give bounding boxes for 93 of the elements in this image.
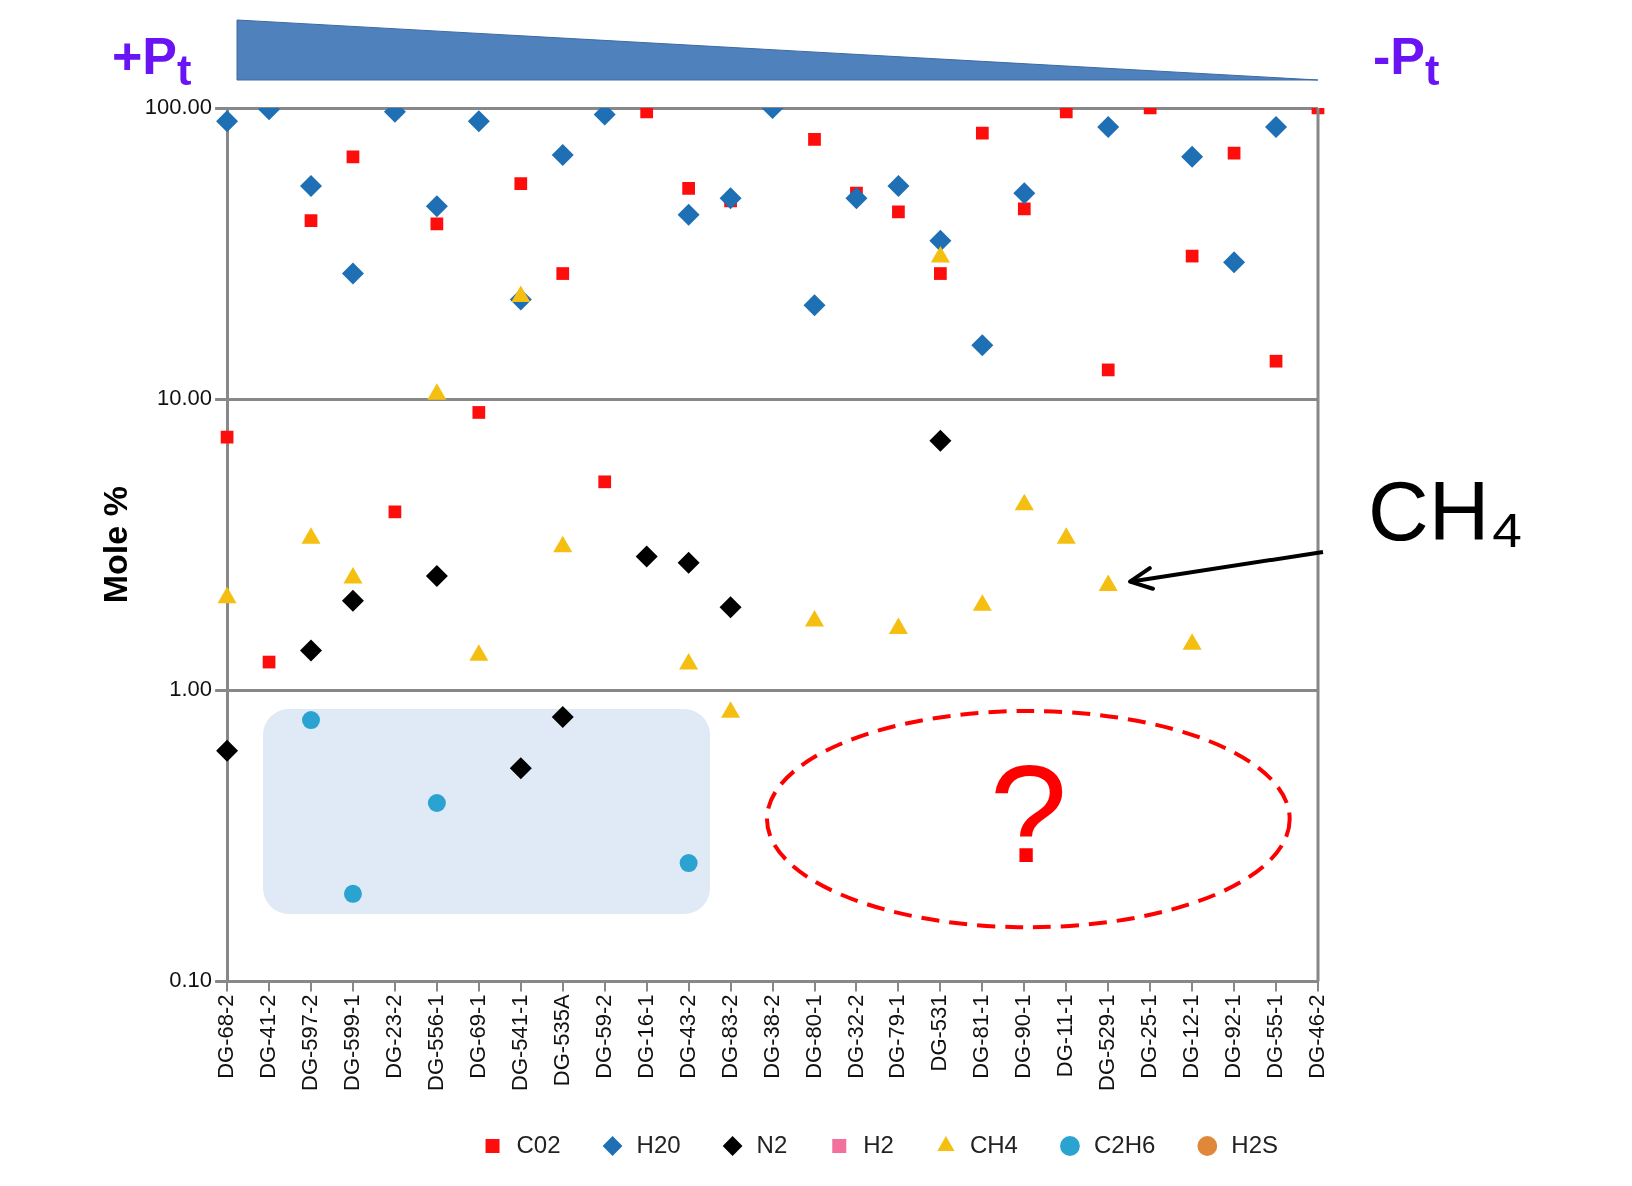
x-tick-label: DG-55-1: [1262, 994, 1288, 1079]
x-tick-label: DG-79-1: [884, 994, 910, 1079]
point: [934, 267, 947, 280]
x-tick-label: DG-59-2: [590, 994, 616, 1079]
point: [679, 854, 698, 873]
point: [677, 203, 700, 226]
point: [346, 150, 360, 164]
point: [677, 551, 700, 574]
y-tick-label: 10.00: [157, 385, 213, 411]
x-tick-label: DG-531: [926, 994, 952, 1072]
point: [551, 705, 574, 728]
point: [682, 181, 695, 195]
text: CH₄: [1368, 464, 1524, 559]
x-tick-label: DG-46-2: [1304, 994, 1330, 1079]
text: +P$_{t}$: [112, 27, 192, 95]
y-tick-label: 100.00: [144, 94, 213, 120]
y-tick-label: 1.00: [169, 676, 213, 702]
legend-label: CH4: [969, 1130, 1018, 1158]
point: [1017, 202, 1031, 216]
legend-label: H20: [636, 1130, 681, 1158]
point: [216, 739, 239, 762]
x-tick-label: DG-81-1: [968, 994, 994, 1079]
point: [929, 429, 952, 452]
point: [509, 757, 532, 780]
x-tick-label: DG-11-1: [1052, 994, 1078, 1078]
x-tick-label: DG-38-2: [758, 994, 784, 1079]
point: [719, 596, 742, 619]
point: [635, 545, 658, 568]
point: [719, 187, 742, 210]
point: [556, 267, 570, 280]
x-tick-label: DG-41-2: [255, 994, 281, 1079]
x-tick-label: DG-556-1: [422, 994, 448, 1091]
point: [302, 711, 321, 730]
x-tick-label: DG-80-1: [800, 994, 826, 1079]
x-tick-label: DG-529-1: [1094, 994, 1120, 1091]
x-tick-label: DG-92-1: [1220, 994, 1246, 1079]
x-tick-label: DG-83-2: [716, 994, 742, 1079]
point: [1181, 145, 1204, 168]
legend-label: H2: [863, 1130, 894, 1158]
x-tick-label: DG-541-1: [506, 994, 532, 1091]
point: [887, 174, 910, 197]
point: [640, 108, 654, 119]
x-tick-label: DG-69-1: [464, 994, 490, 1079]
point: [343, 884, 362, 903]
point: [1269, 354, 1283, 368]
point: [427, 794, 446, 812]
point: [300, 639, 323, 662]
legend-label: C02: [516, 1130, 561, 1158]
x-tick-label: DG-68-2: [213, 994, 239, 1079]
point: [1265, 116, 1288, 139]
point: [300, 174, 323, 197]
point: [467, 110, 490, 133]
point: [1059, 108, 1073, 119]
point: [341, 589, 364, 612]
point: [472, 406, 486, 419]
point: [598, 475, 612, 489]
point: [425, 195, 448, 218]
legend-label: N2: [756, 1130, 788, 1158]
point: [1101, 363, 1115, 377]
y-tick-label: 0.10: [169, 967, 213, 993]
point: [971, 334, 994, 357]
x-tick-label: DG-32-2: [842, 994, 868, 1079]
point: [220, 430, 234, 444]
point: [430, 217, 444, 231]
point: [1097, 116, 1120, 139]
x-tick-label: DG-16-1: [632, 994, 658, 1079]
x-tick-label: DG-535A: [548, 994, 574, 1087]
legend-label: H2S: [1231, 1130, 1278, 1158]
x-tick-label: DG-599-1: [339, 994, 365, 1091]
point: [892, 205, 905, 219]
x-tick-label: DG-23-2: [380, 994, 406, 1079]
point: [304, 214, 318, 228]
annotation: ?: [988, 735, 1069, 892]
legend-label: C2H6: [1093, 1130, 1156, 1158]
point: [975, 126, 989, 140]
text: -P$_{t}$: [1373, 27, 1440, 95]
point: [803, 294, 826, 317]
point: [845, 187, 868, 210]
point: [425, 564, 448, 587]
point: [551, 143, 574, 166]
point: [929, 229, 952, 252]
point: [216, 110, 239, 133]
point: [1223, 251, 1246, 274]
x-tick-label: DG-90-1: [1010, 994, 1036, 1079]
point: [514, 177, 528, 190]
point: [341, 262, 364, 285]
y-axis-title: Mole %: [95, 486, 134, 604]
x-tick-label: DG-25-1: [1136, 994, 1162, 1079]
x-tick-label: DG-597-2: [297, 994, 323, 1091]
x-tick-label: DG-12-1: [1178, 994, 1204, 1079]
point: [1013, 182, 1036, 205]
point: [808, 133, 821, 146]
x-tick-label: DG-43-2: [674, 994, 700, 1079]
